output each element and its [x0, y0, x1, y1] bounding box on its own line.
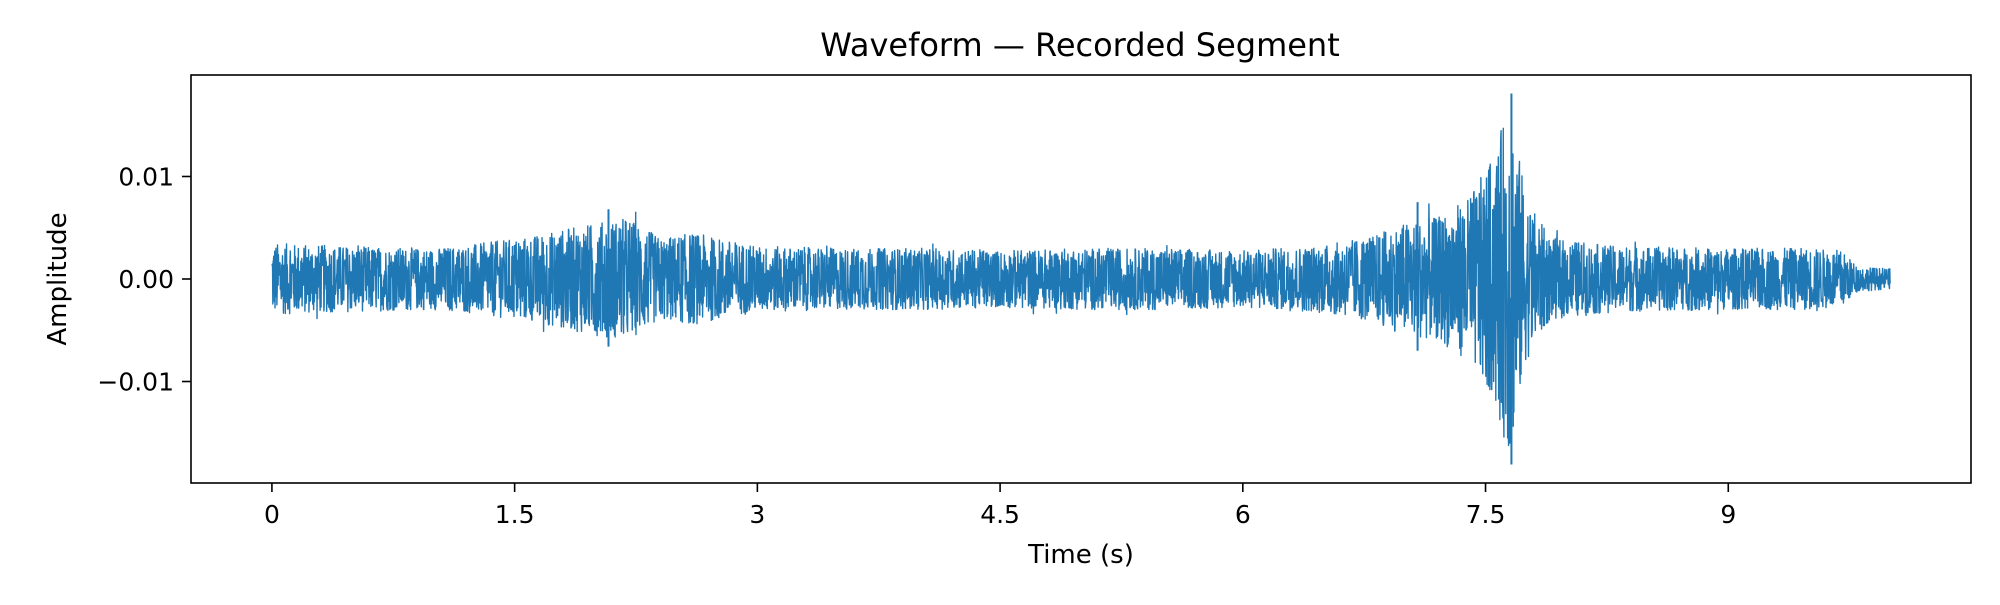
- y-tick-label: −0.01: [97, 368, 174, 397]
- x-tick-label: 4.5: [980, 500, 1020, 529]
- y-tick-label: 0.01: [118, 162, 174, 191]
- x-tick-label: 6: [1235, 500, 1251, 529]
- y-tick-label: 0.00: [118, 265, 174, 294]
- plot-area: [271, 93, 1891, 465]
- x-tick-label: 9: [1720, 500, 1736, 529]
- x-axis-label: Time (s): [1027, 540, 1134, 570]
- x-tick-label: 7.5: [1466, 500, 1506, 529]
- waveform-line: [271, 127, 1891, 447]
- x-tick-label: 3: [749, 500, 765, 529]
- x-axis: 0 1.5 3 4.5 6 7.5 9: [264, 483, 1736, 529]
- x-tick-label: 1.5: [495, 500, 535, 529]
- y-axis: 0.01 0.00 −0.01: [97, 162, 191, 397]
- x-tick-label: 0: [264, 500, 280, 529]
- chart-title: Waveform — Recorded Segment: [820, 26, 1340, 64]
- y-axis-label: Amplitude: [43, 212, 73, 345]
